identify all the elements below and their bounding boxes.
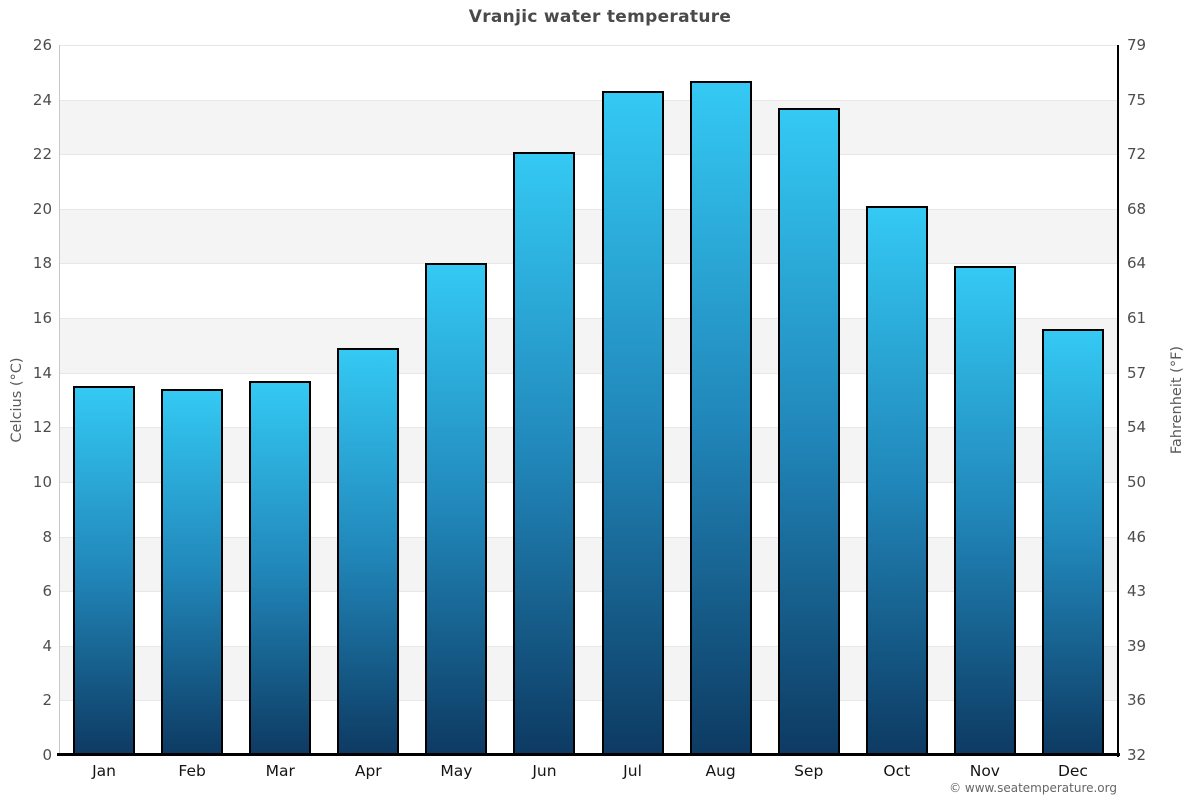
gridline [60,427,1117,429]
ytick-fahrenheit: 57 [1127,363,1147,382]
chart-title: Vranjic water temperature [468,7,732,27]
gridline [60,645,1117,647]
bar-dec[interactable] [1041,329,1104,755]
y-axis-line-right [1117,45,1119,757]
plot-band [60,427,1117,482]
plot-band [60,536,1117,592]
x-axis-line [57,753,1120,756]
ytick-fahrenheit: 39 [1127,636,1147,655]
gridline [60,591,1117,593]
xtick-oct: Oct [883,762,911,780]
bar-sep[interactable] [777,107,840,755]
ytick-celsius: 2 [42,691,52,710]
xtick-jun: Jun [532,762,557,780]
xtick-mar: Mar [265,762,295,780]
ytick-fahrenheit: 68 [1127,199,1147,218]
ytick-fahrenheit: 46 [1127,527,1147,546]
ytick-fahrenheit: 32 [1127,746,1147,764]
xtick-aug: Aug [705,762,736,780]
plot-band [60,645,1117,701]
ytick-celsius: 10 [32,472,52,491]
ytick-celsius: 22 [32,145,52,164]
gridline [60,700,1117,702]
gridline [60,318,1117,320]
bar-nov[interactable] [953,266,1016,755]
plot-area [60,45,1117,755]
bar-jan[interactable] [73,386,136,755]
y-axis-line-left [59,45,60,755]
ytick-fahrenheit: 61 [1127,309,1147,328]
y-axis-title-fahrenheit: Fahrenheit (°F) [1169,345,1185,455]
ytick-celsius: 6 [42,582,52,601]
credit-link[interactable]: © www.seatemperature.org [949,781,1117,795]
gridline [60,45,1117,46]
ytick-fahrenheit: 43 [1127,582,1147,601]
xtick-sep: Sep [794,762,824,780]
bar-jun[interactable] [513,151,576,755]
plot-band [60,99,1117,155]
plot-band [60,208,1117,264]
ytick-celsius: 24 [32,90,52,109]
ytick-fahrenheit: 36 [1127,691,1147,710]
plot-band [60,45,1117,100]
ytick-fahrenheit: 79 [1127,36,1147,54]
xtick-feb: Feb [178,762,206,780]
bar-mar[interactable] [249,380,312,755]
ytick-celsius: 14 [32,363,52,382]
ytick-celsius: 20 [32,199,52,218]
xtick-may: May [440,762,473,780]
ytick-celsius: 4 [42,636,52,655]
xtick-nov: Nov [969,762,1000,780]
gridline [60,99,1117,101]
ytick-celsius: 12 [32,418,52,437]
plot-band [60,318,1117,373]
ytick-fahrenheit: 64 [1127,254,1147,273]
bar-feb[interactable] [161,389,224,755]
ytick-celsius: 0 [42,746,52,764]
ytick-celsius: 16 [32,309,52,328]
gridline [60,154,1117,156]
ytick-celsius: 26 [32,36,52,54]
xtick-dec: Dec [1057,762,1088,780]
xtick-apr: Apr [354,762,382,780]
gridline [60,208,1117,210]
xtick-jul: Jul [623,762,642,780]
ytick-fahrenheit: 50 [1127,472,1147,491]
plot-band [60,154,1117,209]
gridline [60,372,1117,374]
gridline [60,536,1117,538]
bar-oct[interactable] [865,206,928,755]
bar-apr[interactable] [337,348,400,755]
gridline [60,481,1117,483]
bar-may[interactable] [425,263,488,755]
ytick-fahrenheit: 54 [1127,418,1147,437]
y-axis-title-celsius: Celcius (°C) [9,357,25,443]
bar-jul[interactable] [601,91,664,755]
bar-aug[interactable] [689,80,752,755]
ytick-celsius: 18 [32,254,52,273]
ytick-fahrenheit: 72 [1127,145,1147,164]
ytick-celsius: 8 [42,527,52,546]
ytick-fahrenheit: 75 [1127,90,1147,109]
xtick-jan: Jan [92,762,116,780]
gridline [60,263,1117,265]
